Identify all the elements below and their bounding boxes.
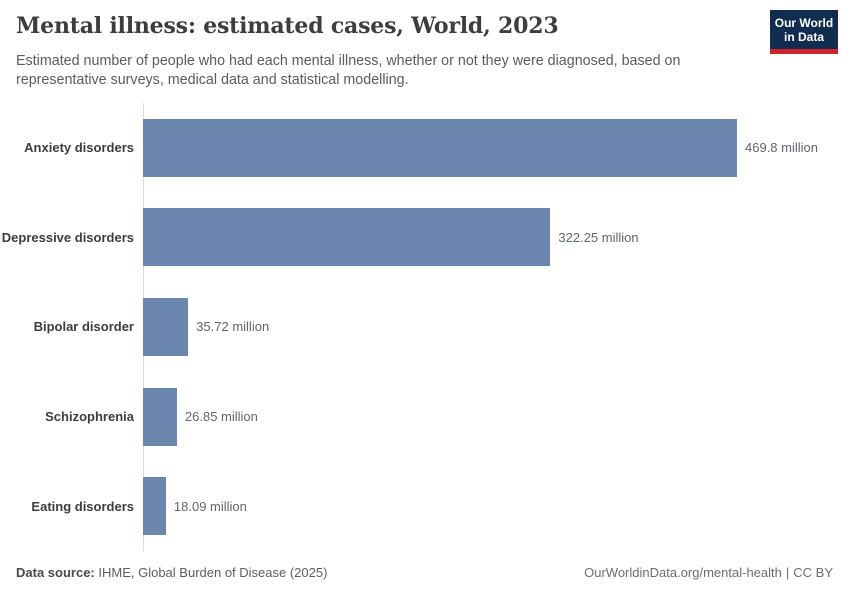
bar-rows: Anxiety disorders 469.8 million Depressive… <box>0 103 850 551</box>
data-source-label: Data source: <box>16 565 95 580</box>
footer-credits: OurWorldinData.org/mental-health | CC BY <box>584 565 833 580</box>
owid-logo-line2: in Data <box>783 30 824 45</box>
value-label: 35.72 million <box>196 319 270 335</box>
category-label: Bipolar disorder <box>33 319 134 335</box>
data-source: Data source: IHME, Global Burden of Dise… <box>16 565 327 580</box>
bar[interactable] <box>143 208 551 267</box>
owid-logo[interactable]: Our World in Data <box>770 10 838 55</box>
value-label: 18.09 million <box>173 498 247 514</box>
category-label: Eating disorders <box>31 498 134 514</box>
category-label: Schizophrenia <box>45 409 134 425</box>
bar-row: Depressive disorders 322.25 million <box>0 193 850 283</box>
value-label: 322.25 million <box>558 229 639 245</box>
value-label: 26.85 million <box>184 409 258 425</box>
footer-url-link[interactable]: OurWorldinData.org/mental-health <box>584 565 782 580</box>
bar[interactable] <box>143 387 177 446</box>
category-label: Depressive disorders <box>1 229 134 245</box>
bar-row: Eating disorders 18.09 million <box>0 461 850 551</box>
value-label: 469.8 million <box>745 140 818 156</box>
category-label: Anxiety disorders <box>24 140 134 156</box>
chart-footer: Data source: IHME, Global Burden of Dise… <box>16 565 833 580</box>
owid-logo-line1: Our World <box>774 16 834 30</box>
bar[interactable] <box>143 477 166 536</box>
bar-row: Bipolar disorder 35.72 million <box>0 282 850 372</box>
bar[interactable] <box>143 118 737 177</box>
footer-license-link[interactable]: CC BY <box>793 565 833 580</box>
data-source-value: IHME, Global Burden of Disease (2025) <box>98 565 328 580</box>
bar[interactable] <box>143 297 189 356</box>
footer-divider: | <box>785 565 790 580</box>
bar-row: Schizophrenia 26.85 million <box>0 372 850 462</box>
bar-row: Anxiety disorders 469.8 million <box>0 103 850 193</box>
chart-subtitle: Estimated number of people who had each … <box>16 53 681 88</box>
bar-chart: Anxiety disorders 469.8 million Depressive… <box>0 103 850 551</box>
page-title: Mental illness: estimated cases, World, … <box>16 13 559 39</box>
